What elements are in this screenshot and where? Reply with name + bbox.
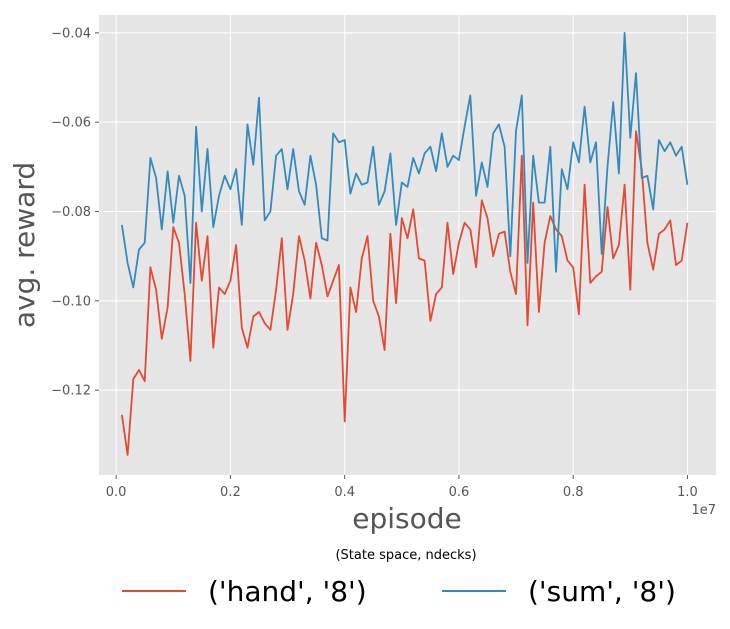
x-tick-label: 0.4 xyxy=(334,485,355,500)
x-axis-offset-label: 1e7 xyxy=(691,503,716,518)
y-tick-label: −0.08 xyxy=(51,205,91,220)
series-line-1 xyxy=(121,130,689,456)
y-tick-label: −0.04 xyxy=(51,26,91,41)
x-tick-label: 0.8 xyxy=(563,485,584,500)
x-axis-ticks: 0.0 0.2 0.4 0.6 0.8 1.0 xyxy=(106,475,698,500)
x-axis-title: episode xyxy=(352,502,462,535)
x-tick-label: 1.0 xyxy=(677,485,698,500)
y-axis-title: avg. reward xyxy=(8,162,41,328)
legend-label-2: ('sum', '8') xyxy=(528,575,676,608)
series-line-2 xyxy=(121,32,689,289)
plot-background xyxy=(99,15,716,475)
y-tick-label: −0.06 xyxy=(51,116,91,131)
x-tick-label: 0.6 xyxy=(449,485,470,500)
y-axis-ticks: −0.12 −0.10 −0.08 −0.06 −0.04 xyxy=(51,26,99,399)
legend-title: (State space, ndecks) xyxy=(335,548,476,563)
series-layer xyxy=(121,32,689,456)
x-tick-label: 0.2 xyxy=(220,485,241,500)
legend-label-1: ('hand', '8') xyxy=(208,575,367,608)
legend: ('hand', '8') ('sum', '8') xyxy=(122,575,676,608)
y-tick-label: −0.10 xyxy=(51,294,91,309)
y-tick-label: −0.12 xyxy=(51,384,91,399)
x-tick-label: 0.0 xyxy=(106,485,127,500)
